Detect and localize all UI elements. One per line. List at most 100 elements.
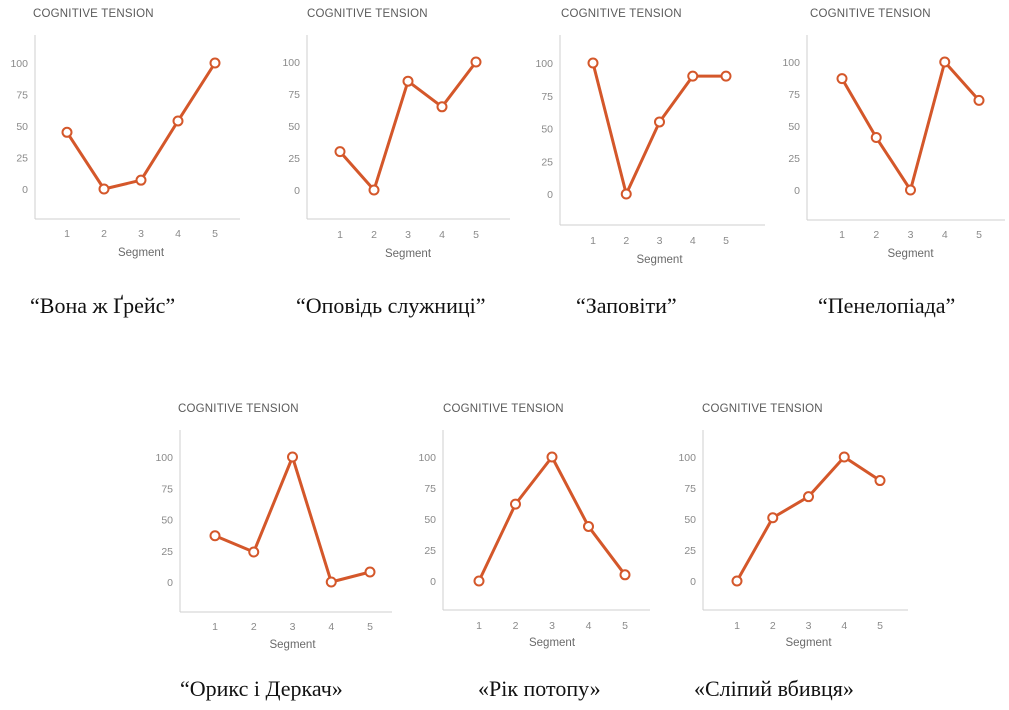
x-tick-label: 5 [473, 229, 479, 241]
chart-2: COGNITIVE TENSION 100 75 50 25 0 1 2 3 4 5 Segment [282, 8, 510, 260]
y-tick-label: 100 [10, 58, 28, 70]
y-tick-label: 50 [541, 124, 553, 136]
x-tick-label: 3 [405, 229, 411, 241]
x-tick-label: 3 [138, 228, 144, 240]
data-point [619, 569, 631, 581]
data-point [620, 188, 632, 200]
data-point [687, 70, 699, 82]
y-tick-label: 0 [690, 576, 696, 588]
data-point [364, 566, 376, 578]
data-point [836, 73, 848, 85]
data-point [368, 184, 380, 196]
chart-title: COGNITIVE TENSION [443, 403, 564, 415]
data-point [546, 451, 558, 463]
x-tick-label: 5 [976, 229, 982, 241]
caption-3: “Заповіти” [576, 293, 677, 318]
y-tick-label: 25 [16, 153, 28, 165]
x-tick-label: 3 [908, 229, 914, 241]
caption-6: «Рік потопу» [478, 676, 601, 701]
x-tick-label: 4 [328, 621, 334, 633]
x-tick-label: 4 [586, 620, 592, 632]
x-axis-title: Segment [385, 248, 432, 260]
y-tick-label: 0 [294, 185, 300, 197]
data-point [870, 132, 882, 144]
caption-5: “Орикс і Деркач» [180, 676, 343, 701]
data-point [287, 451, 298, 463]
data-point [98, 183, 110, 195]
data-point [470, 56, 482, 68]
y-tick-label: 0 [547, 189, 553, 201]
data-point [402, 75, 414, 87]
x-tick-label: 5 [367, 621, 373, 633]
series-line [213, 455, 372, 584]
y-tick-label: 0 [22, 184, 28, 196]
chart-5: COGNITIVE TENSION 100 75 50 25 0 1 2 3 4 5 Segment [155, 403, 392, 651]
x-tick-label: 3 [290, 621, 296, 633]
y-tick-label: 50 [684, 514, 696, 526]
x-tick-label: 2 [623, 235, 629, 247]
x-tick-label: 2 [251, 621, 257, 633]
y-tick-label: 100 [418, 452, 436, 464]
y-tick-label: 0 [167, 577, 173, 589]
data-point [838, 451, 850, 463]
caption-4: “Пенелопіада” [818, 293, 956, 318]
x-tick-label: 5 [622, 620, 628, 632]
data-point [248, 546, 260, 558]
data-point [135, 174, 147, 186]
data-point [473, 575, 485, 587]
caption-7: «Сліпий вбивця» [694, 676, 854, 701]
x-tick-label: 1 [64, 228, 70, 240]
caption-1: “Вона ж Ґрейс” [30, 293, 176, 318]
y-tick-label: 100 [678, 452, 696, 464]
y-tick-label: 75 [788, 89, 800, 101]
x-axis-title: Segment [887, 248, 934, 260]
y-tick-label: 75 [541, 91, 553, 103]
chart-title: COGNITIVE TENSION [307, 8, 428, 20]
x-tick-label: 3 [549, 620, 555, 632]
chart-title: COGNITIVE TENSION [810, 8, 931, 20]
data-point [510, 498, 521, 510]
y-tick-label: 75 [684, 483, 696, 495]
data-point [720, 70, 732, 82]
data-point [767, 512, 779, 524]
y-tick-label: 50 [288, 121, 300, 133]
y-tick-label: 25 [788, 153, 800, 165]
x-tick-label: 2 [101, 228, 107, 240]
y-tick-label: 0 [430, 576, 436, 588]
y-tick-label: 25 [541, 156, 553, 168]
chart-title: COGNITIVE TENSION [702, 403, 823, 415]
y-tick-label: 25 [161, 546, 173, 558]
data-point [583, 520, 594, 532]
y-tick-label: 100 [155, 452, 173, 464]
x-axis-title: Segment [269, 639, 316, 651]
data-point [939, 56, 951, 68]
x-axis-title: Segment [785, 637, 832, 649]
x-tick-label: 1 [476, 620, 482, 632]
series-line [477, 455, 627, 583]
x-tick-label: 5 [212, 228, 218, 240]
data-point [61, 126, 73, 138]
data-point [209, 530, 221, 542]
x-tick-label: 5 [723, 235, 729, 247]
x-tick-label: 4 [841, 620, 847, 632]
data-point [874, 475, 886, 487]
series-line [840, 60, 981, 192]
data-point [436, 101, 448, 113]
data-point [731, 575, 743, 587]
x-tick-label: 4 [690, 235, 696, 247]
data-point [172, 115, 184, 127]
y-tick-label: 100 [782, 57, 800, 69]
x-tick-label: 2 [873, 229, 879, 241]
y-tick-label: 50 [788, 121, 800, 133]
y-tick-label: 50 [424, 514, 436, 526]
x-tick-label: 1 [590, 235, 596, 247]
chart-title: COGNITIVE TENSION [561, 8, 682, 20]
chart-4: COGNITIVE TENSION 100 75 50 25 0 1 2 3 4 5 Segment [782, 8, 1005, 260]
series-line [591, 61, 728, 196]
y-tick-label: 50 [161, 515, 173, 527]
data-point [905, 184, 916, 196]
y-tick-label: 75 [424, 483, 436, 495]
data-point [654, 116, 665, 128]
chart-7: COGNITIVE TENSION 100 75 50 25 0 1 2 3 4 5 Segment [678, 403, 908, 649]
